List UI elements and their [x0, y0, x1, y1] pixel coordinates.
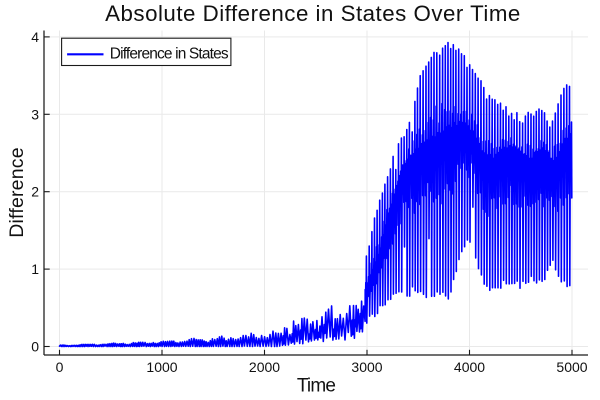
svg-text:2000: 2000 [249, 359, 280, 375]
svg-text:1: 1 [31, 261, 39, 277]
svg-text:0: 0 [31, 339, 39, 355]
svg-text:4000: 4000 [454, 359, 485, 375]
svg-text:Absolute Difference in States: Absolute Difference in States Over Time [105, 1, 521, 26]
svg-text:5000: 5000 [556, 359, 587, 375]
svg-text:4: 4 [31, 29, 39, 45]
svg-text:3: 3 [31, 106, 39, 122]
svg-text:Time: Time [297, 376, 336, 397]
svg-text:3000: 3000 [351, 359, 382, 375]
svg-text:2: 2 [31, 184, 39, 200]
svg-text:1000: 1000 [146, 359, 177, 375]
svg-text:Difference in States: Difference in States [110, 46, 229, 63]
svg-text:0: 0 [56, 359, 64, 375]
svg-text:Difference: Difference [6, 147, 28, 238]
